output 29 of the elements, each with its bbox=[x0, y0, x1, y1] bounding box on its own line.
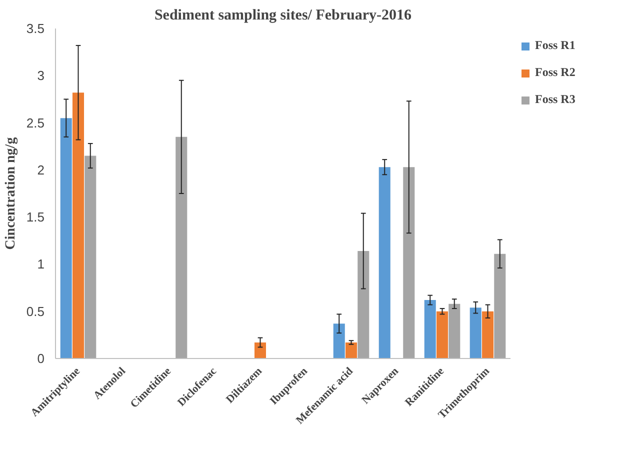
bar bbox=[60, 118, 72, 358]
y-tick-label: 1.5 bbox=[26, 210, 45, 225]
legend-label: Foss R1 bbox=[535, 38, 576, 53]
bar bbox=[254, 342, 266, 358]
bar bbox=[378, 167, 390, 358]
bar bbox=[358, 251, 370, 358]
y-tick-label: 2.5 bbox=[26, 115, 45, 130]
y-axis-title: Cincentration ng/g bbox=[3, 137, 18, 250]
bar bbox=[84, 156, 96, 358]
chart-title: Sediment sampling sites/ February-2016 bbox=[154, 8, 412, 24]
bar bbox=[424, 300, 436, 358]
y-tick-label: 0 bbox=[37, 351, 45, 366]
legend-label: Foss R3 bbox=[535, 92, 576, 107]
y-tick-label: 3.5 bbox=[26, 21, 45, 36]
y-tick-label: 2 bbox=[37, 162, 45, 178]
y-tick-label: 0.5 bbox=[26, 304, 45, 319]
bar bbox=[470, 308, 482, 358]
bar bbox=[448, 304, 460, 358]
bar bbox=[494, 254, 506, 358]
legend-label: Foss R2 bbox=[535, 65, 576, 80]
y-tick-label: 1 bbox=[37, 256, 45, 272]
bar bbox=[176, 136, 188, 358]
bar bbox=[436, 311, 448, 358]
bar bbox=[72, 92, 84, 358]
bar bbox=[333, 324, 345, 358]
y-tick-label: 3 bbox=[37, 68, 45, 84]
bar bbox=[345, 342, 358, 358]
bar bbox=[403, 167, 415, 358]
bar bbox=[482, 311, 494, 358]
